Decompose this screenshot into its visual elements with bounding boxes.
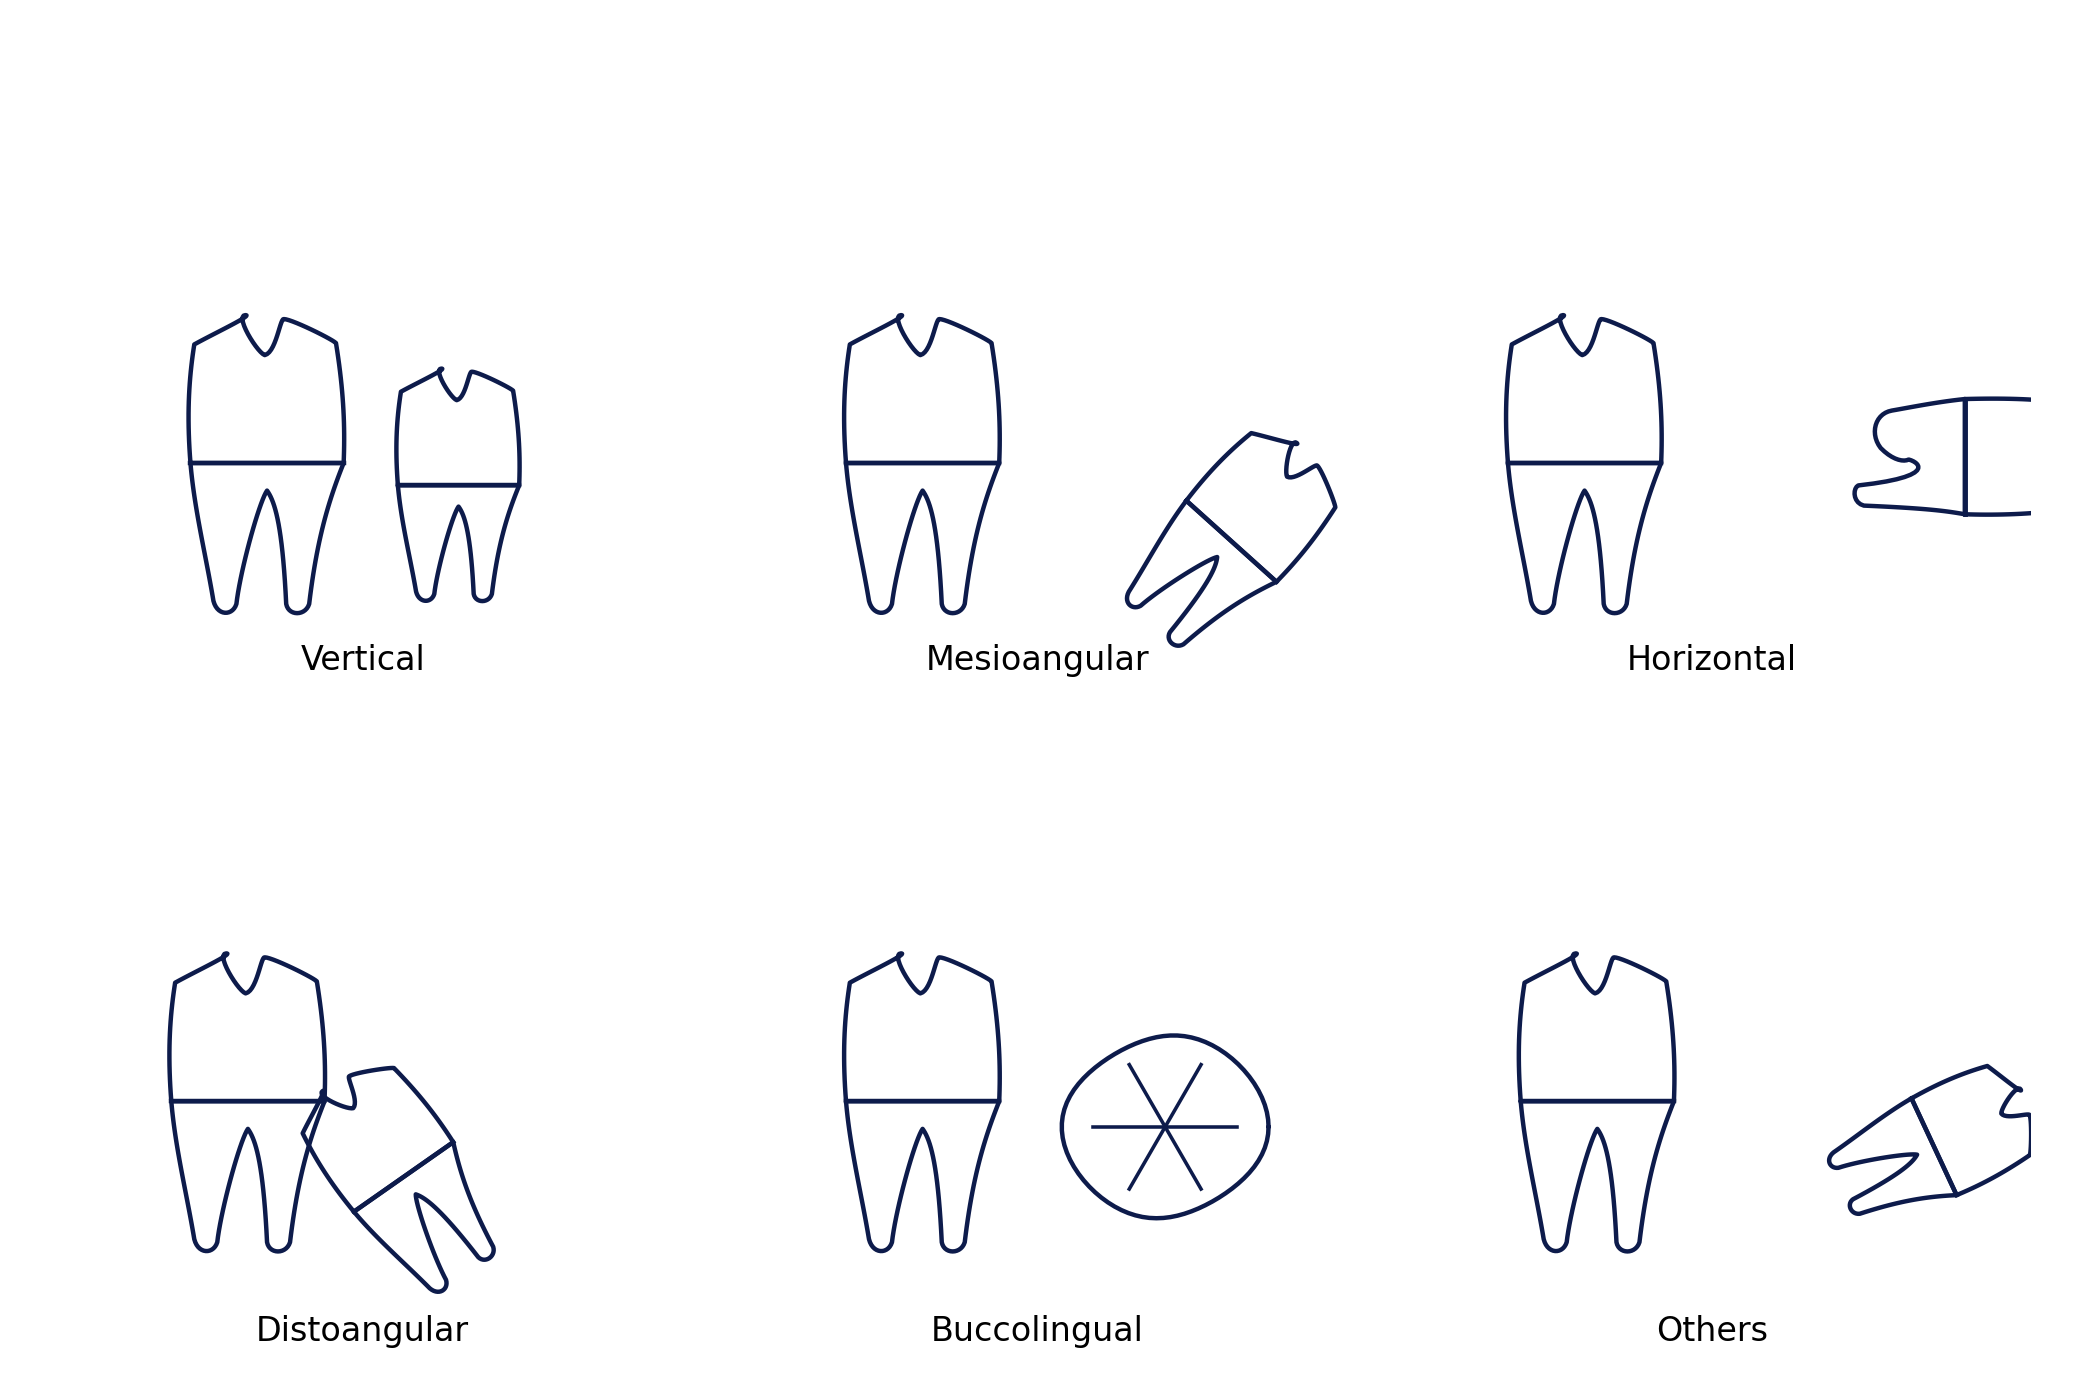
Text: Others: Others <box>1656 1314 1768 1347</box>
Polygon shape <box>355 1143 494 1292</box>
Polygon shape <box>191 464 344 612</box>
Text: Buccolingual: Buccolingual <box>932 1314 1143 1347</box>
Text: Horizontal: Horizontal <box>1627 644 1797 678</box>
Polygon shape <box>172 1101 324 1251</box>
Polygon shape <box>1855 400 1965 514</box>
Polygon shape <box>1187 433 1336 582</box>
Polygon shape <box>189 315 344 464</box>
Polygon shape <box>1521 1101 1675 1251</box>
Polygon shape <box>1519 954 1675 1101</box>
Polygon shape <box>845 954 1000 1101</box>
Polygon shape <box>1062 1036 1268 1218</box>
Polygon shape <box>398 486 519 601</box>
Text: Mesioangular: Mesioangular <box>925 644 1150 678</box>
Polygon shape <box>1911 1066 2031 1196</box>
Polygon shape <box>170 954 326 1101</box>
Polygon shape <box>1509 464 1662 612</box>
Polygon shape <box>303 1068 452 1211</box>
Text: Distoangular: Distoangular <box>255 1314 469 1347</box>
Polygon shape <box>845 315 1000 464</box>
Polygon shape <box>847 464 1000 612</box>
Polygon shape <box>1127 501 1276 646</box>
Polygon shape <box>396 369 519 486</box>
Polygon shape <box>1830 1098 1957 1214</box>
Polygon shape <box>1965 398 2075 515</box>
Polygon shape <box>847 1101 1000 1251</box>
Text: Vertical: Vertical <box>301 644 425 678</box>
Polygon shape <box>1506 315 1662 464</box>
